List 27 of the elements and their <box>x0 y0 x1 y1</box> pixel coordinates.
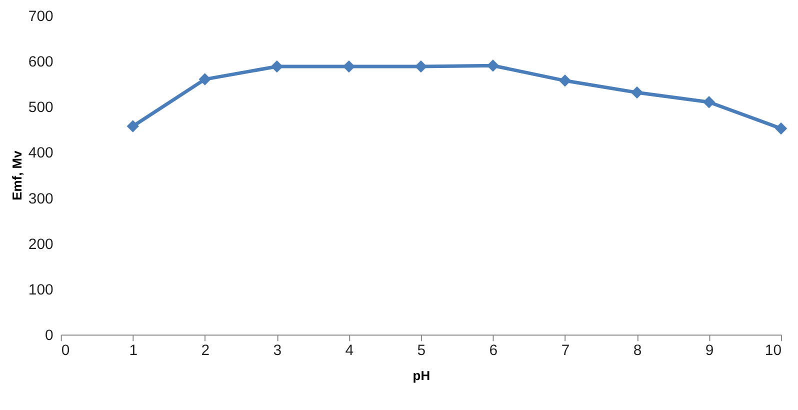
y-tick-label: 300 <box>28 190 54 208</box>
x-tick-label: 5 <box>417 342 426 360</box>
y-tick-label: 700 <box>28 8 54 25</box>
point <box>126 120 139 132</box>
y-tick-label: 0 <box>45 327 54 344</box>
x-tick-label: 9 <box>705 342 714 360</box>
x-tick-label: 7 <box>561 342 570 360</box>
x-tick-label: 6 <box>489 342 498 360</box>
point <box>558 74 572 87</box>
point <box>702 96 716 108</box>
y-tick-label: 600 <box>28 54 54 71</box>
point <box>774 122 788 135</box>
point <box>198 73 211 86</box>
x-tick-label: 10 <box>764 342 782 360</box>
x-tick-label: 4 <box>345 342 354 360</box>
x-tick-label: 1 <box>129 342 138 360</box>
point <box>630 86 644 99</box>
x-tick-label: 3 <box>273 342 282 360</box>
y-tick-label: 400 <box>28 144 54 162</box>
y-tick-label: 100 <box>28 282 54 299</box>
x-tick-label: 2 <box>201 342 210 360</box>
y-tick-label: 200 <box>28 236 54 253</box>
y-axis-title: Emf, Mv <box>9 150 24 200</box>
x-tick-label: 8 <box>633 342 642 360</box>
x-axis-title: pH <box>412 368 430 384</box>
y-tick-label: 500 <box>28 99 54 116</box>
x-tick-label: 0 <box>61 342 70 360</box>
